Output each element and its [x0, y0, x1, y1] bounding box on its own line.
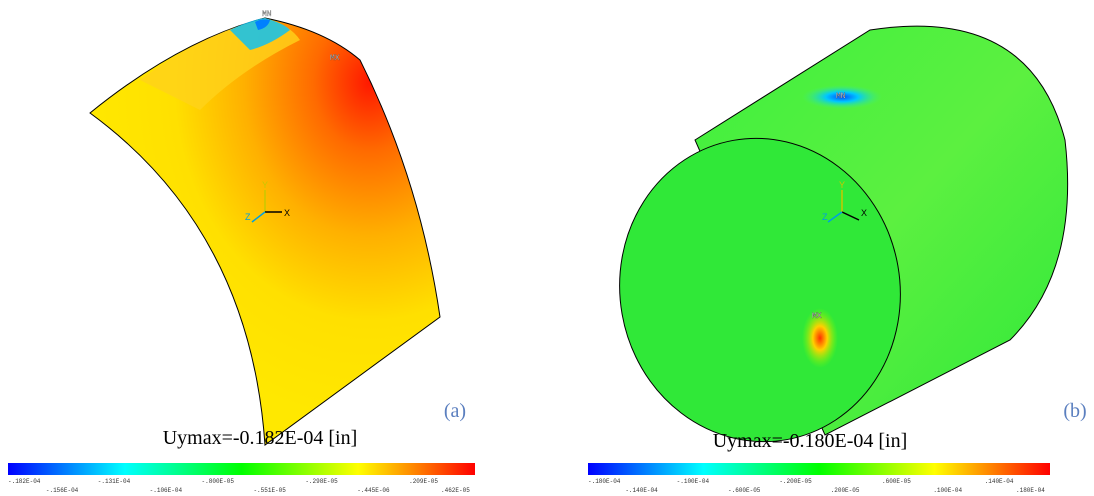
legend-label: .209E-05 — [409, 478, 438, 485]
panel-label: (b) — [1063, 400, 1086, 422]
min-marker: MN — [262, 10, 272, 19]
colorbar — [8, 463, 475, 475]
legend-label: -.106E-04 — [150, 487, 183, 494]
legend-label: -.156E-04 — [46, 487, 79, 494]
axis-label: Y — [839, 180, 845, 190]
legend-label: .600E-05 — [882, 478, 911, 485]
max-marker: MX — [330, 54, 340, 63]
legend-label: -.800E-05 — [202, 478, 235, 485]
legend-label: -.131E-04 — [98, 478, 131, 485]
axis-label: X — [861, 208, 867, 218]
legend-label: .462E-05 — [441, 487, 470, 494]
legend-label: .100E-04 — [933, 487, 962, 494]
max-marker: MX — [812, 312, 822, 321]
axis-label: Y — [262, 180, 268, 190]
legend-label: .140E-04 — [985, 478, 1014, 485]
legend-label: -.180E-04 — [588, 478, 621, 485]
legend-label: .200E-05 — [831, 487, 860, 494]
axis-label: X — [284, 208, 290, 218]
caption: Uymax=-0.180E-04 [in] — [713, 430, 908, 452]
legend-label: -.140E-04 — [625, 487, 658, 494]
panel-label: (a) — [444, 400, 466, 422]
legend-label: -.551E-05 — [253, 487, 286, 494]
axis-label: Z — [245, 212, 251, 222]
legend-label: .180E-04 — [1016, 487, 1045, 494]
legend-label: -.100E-04 — [677, 478, 710, 485]
legend-label: -.200E-05 — [779, 478, 812, 485]
cylinder-b — [596, 26, 1068, 464]
legend-label: -.600E-05 — [728, 487, 761, 494]
caption: Uymax=-0.182E-04 [in] — [163, 427, 358, 449]
legend-label: -.182E-04 — [8, 478, 41, 485]
figure: (a) Uymax=-0.182E-04 [in] MN MX Y Z X -.182E-04… — [0, 0, 1094, 496]
min-marker: MN — [836, 92, 846, 101]
shell-a — [90, 18, 440, 445]
colorbar — [588, 463, 1050, 475]
axis-label: Z — [822, 212, 828, 222]
legend-label: -.445E-06 — [357, 487, 390, 494]
legend-label: -.298E-05 — [305, 478, 338, 485]
